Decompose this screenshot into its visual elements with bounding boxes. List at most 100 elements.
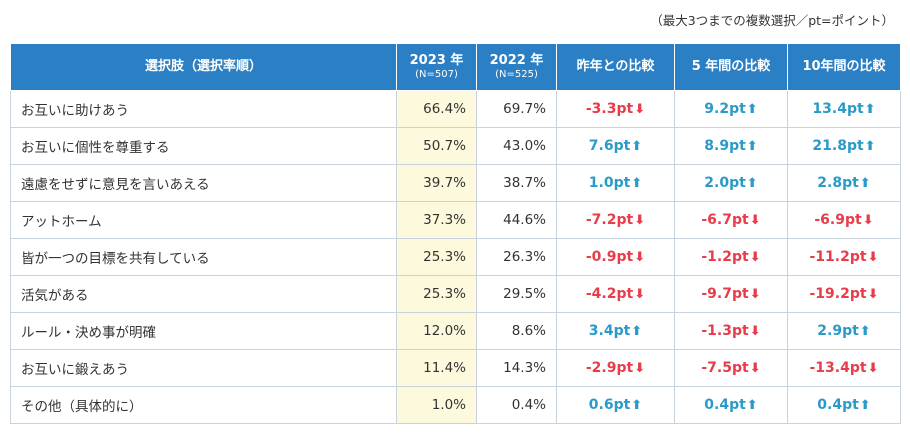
choice-label: 活気がある	[10, 275, 397, 313]
diff-value: -0.9pt	[585, 249, 634, 265]
value-2022: 0.4%	[476, 386, 557, 424]
table-row: 遠慮をせずに意見を言いあえる 39.7% 38.7% 1.0pt⬆ 2.0pt ⬆ 2.8p…	[10, 164, 901, 202]
diff-value: 7.6pt	[588, 138, 631, 154]
arrow-down-icon: ⬇	[867, 361, 879, 376]
choice-label: 遠慮をせずに意見を言いあえる	[10, 164, 397, 202]
diff-value: -7.2pt	[585, 212, 634, 228]
diff-10-year: 2.8pt⬆	[787, 164, 901, 202]
value-2022: 43.0%	[476, 127, 557, 165]
header-10-year: 10年間の比較	[787, 43, 901, 91]
value-2022: 8.6%	[476, 312, 557, 350]
arrow-up-icon: ⬆	[859, 398, 871, 413]
arrow-down-icon: ⬇	[749, 324, 761, 339]
diff-value: -3.3pt	[585, 101, 634, 117]
arrow-down-icon: ⬇	[749, 287, 761, 302]
arrow-down-icon: ⬇	[634, 287, 646, 302]
diff-5-year: -6.7pt⬇	[674, 201, 788, 239]
arrow-up-icon: ⬆	[631, 176, 643, 191]
table-row: その他（具体的に） 1.0% 0.4% 0.6pt⬆ 0.4pt⬆ 0.4pt⬆	[10, 386, 901, 424]
diff-5-year: -1.3pt⬇	[674, 312, 788, 350]
table-row: お互いに助けあう 66.4% 69.7% -3.3pt⬇ 9.2pt⬆ 13.4pt⬆	[10, 90, 901, 128]
diff-10-year: 0.4pt⬆	[787, 386, 901, 424]
arrow-up-icon: ⬆	[631, 324, 643, 339]
value-2023: 39.7%	[396, 164, 477, 202]
choice-label: その他（具体的に）	[10, 386, 397, 424]
arrow-up-icon: ⬆	[864, 102, 876, 117]
diff-10-year: -19.2pt⬇	[787, 275, 901, 313]
diff-value: -1.2pt	[701, 249, 749, 265]
value-2022: 38.7%	[476, 164, 557, 202]
value-2023: 37.3%	[396, 201, 477, 239]
diff-5-year: 9.2pt⬆	[674, 90, 788, 128]
value-2022: 69.7%	[476, 90, 557, 128]
diff-last-year: -7.2pt⬇	[556, 201, 675, 239]
diff-10-year: -6.9pt⬇	[787, 201, 901, 239]
table-row: ルール・決め事が明確 12.0% 8.6% 3.4pt⬆ -1.3pt⬇ 2.9pt⬆	[10, 312, 901, 350]
choice-label: アットホーム	[10, 201, 397, 239]
header-2022: 2022 年 (N=525)	[476, 43, 557, 91]
diff-value: -2.9pt	[585, 360, 634, 376]
arrow-down-icon: ⬇	[862, 213, 874, 228]
diff-value: -6.9pt	[814, 212, 862, 228]
diff-5-year: 8.9pt⬆	[674, 127, 788, 165]
arrow-down-icon: ⬇	[867, 250, 879, 265]
diff-value: 9.2pt	[704, 101, 746, 117]
diff-value: 13.4pt	[812, 101, 864, 117]
arrow-down-icon: ⬇	[749, 213, 761, 228]
diff-value: -19.2pt	[809, 286, 867, 302]
diff-value: -11.2pt	[809, 249, 867, 265]
diff-value: -9.7pt	[701, 286, 749, 302]
diff-last-year: 3.4pt⬆	[556, 312, 675, 350]
arrow-down-icon: ⬇	[634, 213, 646, 228]
diff-10-year: 2.9pt⬆	[787, 312, 901, 350]
diff-value: 3.4pt	[588, 323, 631, 339]
arrow-down-icon: ⬇	[749, 250, 761, 265]
header-5-year: 5 年間の比較	[674, 43, 788, 91]
arrow-up-icon: ⬆	[864, 139, 876, 154]
diff-5-year: -9.7pt⬇	[674, 275, 788, 313]
diff-5-year: 0.4pt⬆	[674, 386, 788, 424]
diff-last-year: 0.6pt⬆	[556, 386, 675, 424]
diff-last-year: 1.0pt⬆	[556, 164, 675, 202]
arrow-down-icon: ⬇	[634, 102, 646, 117]
header-choice: 選択肢（選択率順）	[10, 43, 397, 91]
diff-value: -7.5pt	[701, 360, 749, 376]
diff-value: -4.2pt	[585, 286, 634, 302]
diff-value: 21.8pt	[812, 138, 864, 154]
diff-value: 1.0pt	[588, 175, 631, 191]
diff-last-year: -3.3pt⬇	[556, 90, 675, 128]
arrow-down-icon: ⬇	[749, 361, 761, 376]
diff-value: -1.3pt	[701, 323, 749, 339]
value-2022: 14.3%	[476, 349, 557, 387]
choice-label: お互いに助けあう	[10, 90, 397, 128]
diff-value: 8.9pt	[704, 138, 746, 154]
arrow-down-icon: ⬇	[634, 361, 646, 376]
diff-10-year: -11.2pt⬇	[787, 238, 901, 276]
diff-5-year: -7.5pt⬇	[674, 349, 788, 387]
value-2023: 12.0%	[396, 312, 477, 350]
arrow-up-icon: ⬆	[859, 324, 871, 339]
value-2022: 29.5%	[476, 275, 557, 313]
comparison-table: 選択肢（選択率順） 2023 年 (N=507) 2022 年 (N=525) 昨年…	[10, 43, 901, 424]
diff-last-year: -0.9pt⬇	[556, 238, 675, 276]
value-2022: 44.6%	[476, 201, 557, 239]
choice-label: ルール・決め事が明確	[10, 312, 397, 350]
diff-value: 0.4pt	[704, 397, 746, 413]
diff-value: 2.9pt	[817, 323, 859, 339]
footnote: （最大3つまでの複数選択／pt=ポイント）	[650, 13, 894, 28]
choice-label: お互いに個性を尊重する	[10, 127, 397, 165]
diff-last-year: -2.9pt⬇	[556, 349, 675, 387]
arrow-up-icon: ⬆	[631, 139, 643, 154]
table-row: お互いに鍛えあう 11.4% 14.3% -2.9pt⬇ -7.5pt⬇ -13.4pt⬇	[10, 349, 901, 387]
value-2023: 50.7%	[396, 127, 477, 165]
arrow-up-icon: ⬆	[746, 398, 758, 413]
arrow-up-icon: ⬆	[746, 102, 758, 117]
header-vs-last-year: 昨年との比較	[556, 43, 675, 91]
arrow-up-icon: ⬆	[631, 398, 643, 413]
diff-value: 2.0pt	[704, 175, 746, 191]
diff-value: -6.7pt	[701, 212, 749, 228]
table-row: 皆が一つの目標を共有している 25.3% 26.3% -0.9pt⬇ -1.2pt⬇ -1…	[10, 238, 901, 276]
diff-value: -13.4pt	[809, 360, 867, 376]
diff-value: 0.4pt	[817, 397, 859, 413]
table-row: アットホーム 37.3% 44.6% -7.2pt⬇ -6.7pt⬇ -6.9pt⬇	[10, 201, 901, 239]
